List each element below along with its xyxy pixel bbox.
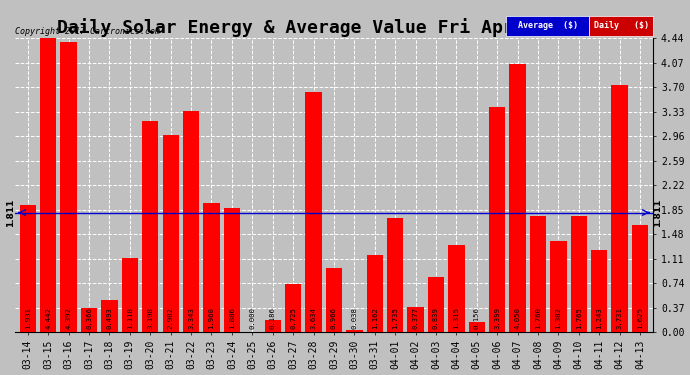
Text: 1.960: 1.960 [208, 307, 215, 329]
Bar [366, 255, 383, 332]
Text: 3.731: 3.731 [617, 307, 622, 329]
Bar [224, 207, 240, 332]
Text: 0.839: 0.839 [433, 307, 439, 329]
Text: 1.118: 1.118 [127, 307, 133, 329]
FancyBboxPatch shape [589, 16, 653, 36]
Bar [489, 107, 505, 332]
Text: 0.366: 0.366 [86, 307, 92, 329]
Text: Daily   ($): Daily ($) [594, 21, 649, 30]
Text: Copyright 2017 Cartronics.com: Copyright 2017 Cartronics.com [14, 27, 159, 36]
Text: 0.038: 0.038 [351, 307, 357, 329]
Text: 1.765: 1.765 [576, 307, 582, 329]
Text: 1.243: 1.243 [596, 307, 602, 329]
Text: 2.982: 2.982 [168, 307, 174, 329]
Bar [469, 322, 485, 332]
Bar [306, 92, 322, 332]
Text: 0.156: 0.156 [474, 307, 480, 329]
Bar [61, 42, 77, 332]
Text: 1.811: 1.811 [6, 198, 14, 227]
Bar [121, 258, 138, 332]
Bar [611, 86, 628, 332]
Bar [591, 250, 607, 332]
Text: 1.811: 1.811 [653, 198, 662, 227]
Bar [163, 135, 179, 332]
Text: 1.931: 1.931 [25, 307, 31, 329]
Text: 0.186: 0.186 [270, 307, 276, 329]
Text: Average  ($): Average ($) [518, 21, 578, 30]
Bar [40, 38, 57, 332]
Text: 1.735: 1.735 [392, 307, 398, 329]
Text: 0.377: 0.377 [413, 307, 419, 329]
Text: 0.725: 0.725 [290, 307, 296, 329]
FancyBboxPatch shape [506, 16, 589, 36]
Text: 4.442: 4.442 [46, 307, 51, 329]
Bar [387, 217, 404, 332]
Bar [142, 121, 159, 332]
Bar [183, 111, 199, 332]
Bar [428, 277, 444, 332]
Bar [285, 284, 302, 332]
Bar [346, 330, 362, 332]
Text: 0.493: 0.493 [106, 307, 112, 329]
Bar [509, 64, 526, 332]
Bar [407, 308, 424, 332]
Text: 3.634: 3.634 [310, 307, 317, 329]
Bar [204, 202, 219, 332]
Text: 1.315: 1.315 [453, 307, 460, 329]
Text: 1.760: 1.760 [535, 307, 541, 329]
Bar [326, 268, 342, 332]
Text: 0.000: 0.000 [249, 307, 255, 329]
Text: 0.966: 0.966 [331, 307, 337, 329]
Text: 1.625: 1.625 [637, 307, 643, 329]
Bar [264, 320, 281, 332]
Bar [448, 245, 464, 332]
Bar [550, 241, 566, 332]
Bar [81, 308, 97, 332]
Text: 1.382: 1.382 [555, 307, 562, 329]
Text: 4.050: 4.050 [515, 307, 520, 329]
Text: 3.198: 3.198 [147, 307, 153, 329]
Text: 1.162: 1.162 [372, 307, 377, 329]
Text: 3.343: 3.343 [188, 307, 194, 329]
Title: Daily Solar Energy & Average Value Fri Apr 14 19:25: Daily Solar Energy & Average Value Fri A… [57, 18, 611, 37]
Bar [632, 225, 648, 332]
Bar [530, 216, 546, 332]
Text: 1.886: 1.886 [229, 307, 235, 329]
Text: 4.392: 4.392 [66, 307, 72, 329]
Bar [101, 300, 117, 332]
Bar [571, 216, 587, 332]
Bar [19, 205, 36, 332]
Text: 3.399: 3.399 [494, 307, 500, 329]
